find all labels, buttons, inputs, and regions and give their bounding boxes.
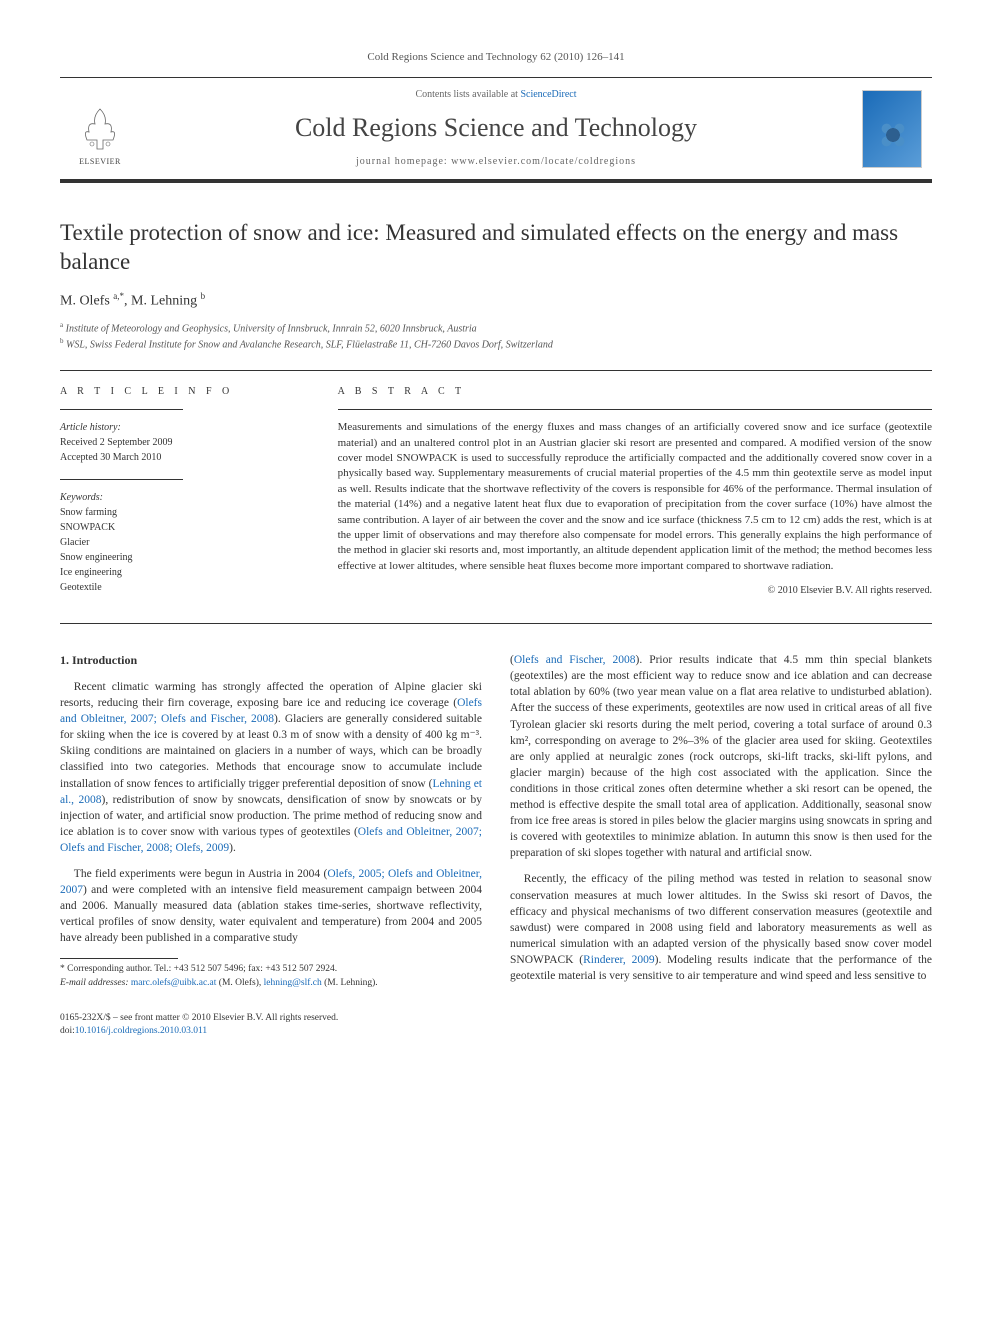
contents-prefix: Contents lists available at: [415, 89, 520, 100]
keyword-4: Snow engineering: [60, 552, 133, 563]
intro-p1: Recent climatic warming has strongly aff…: [60, 679, 482, 856]
abstract-label: A B S T R A C T: [338, 385, 932, 399]
author-2: M. Lehning: [131, 294, 197, 309]
body-two-column: 1. Introduction Recent climatic warming …: [60, 652, 932, 994]
p1d: ).: [229, 842, 236, 854]
p1a: Recent climatic warming has strongly aff…: [60, 681, 482, 709]
author-1: M. Olefs: [60, 294, 110, 309]
page-footer: 0165-232X/$ – see front matter © 2010 El…: [60, 1012, 932, 1039]
article-title: Textile protection of snow and ice: Meas…: [60, 219, 932, 277]
keyword-2: SNOWPACK: [60, 522, 115, 533]
ref-link-6[interactable]: Rinderer, 2009: [583, 954, 654, 966]
affil-sup-b: b: [60, 337, 64, 345]
history-received: Received 2 September 2009: [60, 437, 172, 448]
keyword-1: Snow farming: [60, 507, 117, 518]
elsevier-tree-icon: [75, 104, 125, 154]
article-history: Article history: Received 2 September 20…: [60, 420, 306, 465]
doi-link[interactable]: 10.1016/j.coldregions.2010.03.011: [75, 1026, 207, 1036]
abstract-text: Measurements and simulations of the ener…: [338, 420, 932, 574]
publisher-logo: ELSEVIER: [60, 84, 140, 174]
article-info-label: A R T I C L E I N F O: [60, 385, 306, 399]
affil-text-a: Institute of Meteorology and Geophysics,…: [66, 323, 477, 334]
doi-label: doi:: [60, 1026, 75, 1036]
journal-title: Cold Regions Science and Technology: [140, 110, 852, 146]
footnotes: * Corresponding author. Tel.: +43 512 50…: [60, 963, 482, 990]
history-accepted: Accepted 30 March 2010: [60, 452, 161, 463]
authors-line: M. Olefs a,*, M. Lehning b: [60, 290, 932, 311]
keyword-6: Geotextile: [60, 582, 102, 593]
copyright-line: © 2010 Elsevier B.V. All rights reserved…: [338, 584, 932, 598]
doi-line: doi:10.1016/j.coldregions.2010.03.011: [60, 1025, 932, 1038]
intro-p2: The field experiments were begun in Aust…: [60, 866, 482, 946]
author-2-sup: b: [201, 291, 206, 301]
affil-text-b: WSL, Swiss Federal Institute for Snow an…: [66, 339, 553, 350]
email-addresses: E-mail addresses: marc.olefs@uibk.ac.at …: [60, 977, 482, 990]
column-right: (Olefs and Fischer, 2008). Prior results…: [510, 652, 932, 994]
affiliation-a: a Institute of Meteorology and Geophysic…: [60, 320, 932, 336]
contents-available-line: Contents lists available at ScienceDirec…: [140, 88, 852, 102]
email1-who: (M. Olefs),: [216, 978, 263, 988]
article-info-panel: A R T I C L E I N F O Article history: R…: [60, 371, 322, 623]
email-link-2[interactable]: lehning@slf.ch: [264, 978, 322, 988]
abstract-rule: [338, 409, 932, 410]
masthead-center: Contents lists available at ScienceDirec…: [140, 78, 852, 178]
p2a: The field experiments were begun in Aust…: [74, 868, 328, 880]
keywords-label: Keywords:: [60, 492, 103, 503]
column-left: 1. Introduction Recent climatic warming …: [60, 652, 482, 994]
keyword-3: Glacier: [60, 537, 89, 548]
intro-p4: Recently, the efficacy of the piling met…: [510, 871, 932, 984]
author-1-sup: a,*: [113, 291, 124, 301]
journal-masthead: ELSEVIER Contents lists available at Sci…: [60, 77, 932, 182]
info-rule-2: [60, 479, 183, 480]
info-abstract-block: A R T I C L E I N F O Article history: R…: [60, 370, 932, 624]
running-header: Cold Regions Science and Technology 62 (…: [60, 50, 932, 65]
intro-heading: 1. Introduction: [60, 652, 482, 669]
p4a: Recently, the efficacy of the piling met…: [510, 873, 932, 965]
keyword-5: Ice engineering: [60, 567, 122, 578]
corresponding-author: * Corresponding author. Tel.: +43 512 50…: [60, 963, 482, 976]
intro-p3: (Olefs and Fischer, 2008). Prior results…: [510, 652, 932, 861]
email-label: E-mail addresses:: [60, 978, 129, 988]
journal-cover-thumbnail: [862, 90, 922, 168]
homepage-prefix: journal homepage:: [356, 156, 451, 167]
p3b: ). Prior results indicate that 4.5 mm th…: [510, 654, 932, 859]
email-link-1[interactable]: marc.olefs@uibk.ac.at: [131, 978, 217, 988]
history-label: Article history:: [60, 422, 121, 433]
abstract-panel: A B S T R A C T Measurements and simulat…: [322, 371, 932, 623]
publisher-label: ELSEVIER: [79, 156, 121, 167]
issn-line: 0165-232X/$ – see front matter © 2010 El…: [60, 1012, 932, 1025]
cover-thumbnail-container: [852, 84, 932, 174]
info-rule: [60, 409, 183, 410]
journal-homepage-line: journal homepage: www.elsevier.com/locat…: [140, 155, 852, 169]
ref-link-5[interactable]: Olefs and Fischer, 2008: [514, 654, 636, 666]
affiliations: a Institute of Meteorology and Geophysic…: [60, 320, 932, 353]
footnote-rule: [60, 958, 178, 959]
affiliation-b: b WSL, Swiss Federal Institute for Snow …: [60, 336, 932, 352]
keywords-block: Keywords: Snow farming SNOWPACK Glacier …: [60, 490, 306, 595]
affil-sup-a: a: [60, 321, 63, 329]
homepage-url: www.elsevier.com/locate/coldregions: [451, 156, 636, 167]
sciencedirect-link[interactable]: ScienceDirect: [520, 89, 576, 100]
email2-who: (M. Lehning).: [322, 978, 378, 988]
p2b: ) and were completed with an intensive f…: [60, 884, 482, 944]
